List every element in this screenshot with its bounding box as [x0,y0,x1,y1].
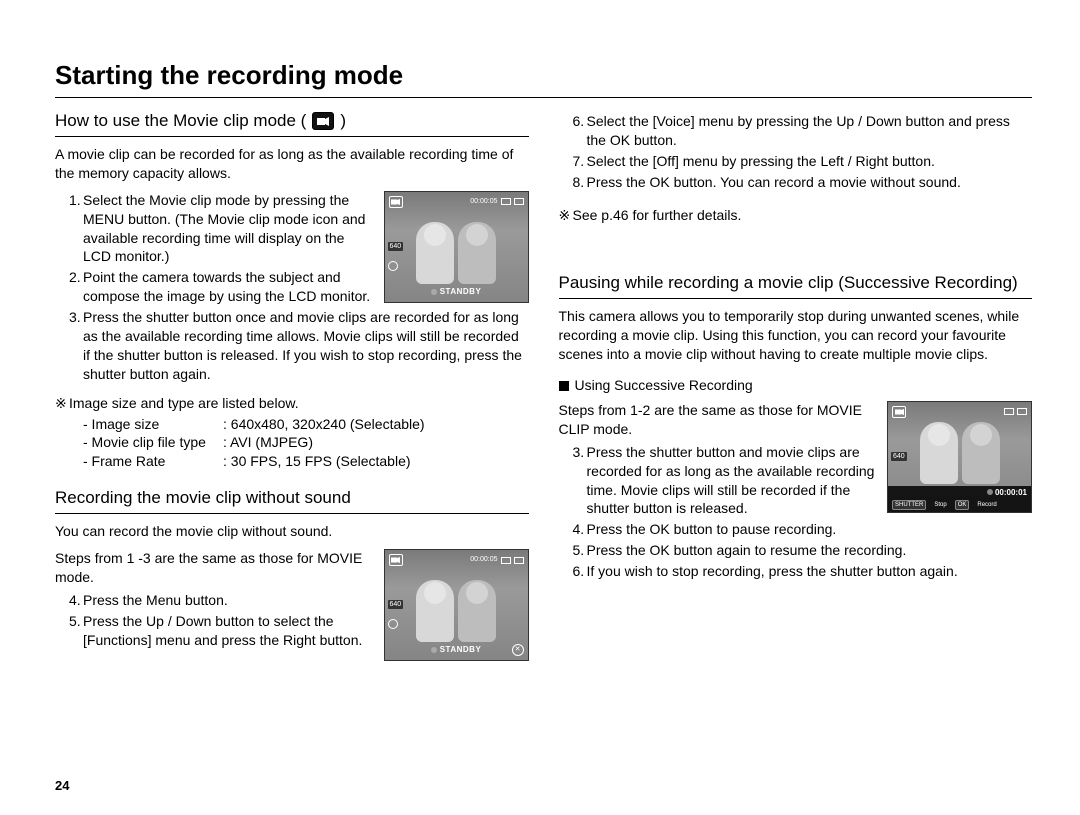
spec-list: - Image size: 640x480, 320x240 (Selectab… [55,415,529,472]
sec2-step4: 4.Press the Menu button. [69,591,529,610]
lcd2-time: 00:00:05 [470,555,497,564]
sec1-step2: 2.Point the camera towards the subject a… [69,268,529,306]
movie-mode-icon [312,112,334,130]
page-title: Starting the recording mode [55,60,1032,98]
left-column: How to use the Movie clip mode ( ) A mov… [55,108,529,665]
sec1-step1: 1.Select the Movie clip mode by pressing… [69,191,529,267]
sec1-intro: A movie clip can be recorded for as long… [55,145,529,183]
card-icon [501,557,511,564]
ref-marker: ※ [559,206,571,225]
cont-step7: 7.Select the [Off] menu by pressing the … [573,152,1033,171]
section-title-movie-clip: How to use the Movie clip mode ( ) [55,110,529,137]
sec3-step4: 4.Press the OK button to pause recording… [573,520,1033,539]
right-column: 6.Select the [Voice] menu by pressing th… [559,108,1033,665]
section-title-text-post: ) [340,110,346,133]
see-ref: ※See p.46 for further details. [559,206,1033,225]
sec1-note: ※Image size and type are listed below. [55,394,529,413]
lcd2-mode-icon [389,554,403,566]
cont-step6: 6.Select the [Voice] menu by pressing th… [573,112,1033,150]
sec2-intro: You can record the movie clip without so… [55,522,529,541]
sec3-step5: 5.Press the OK button again to resume th… [573,541,1033,560]
page-number: 24 [55,778,69,793]
cont-step8: 8.Press the OK button. You can record a … [573,173,1033,192]
sec3-step6: 6.If you wish to stop recording, press t… [573,562,1033,581]
battery-icon [514,557,524,564]
sec3-step3: 3.Press the shutter button and movie cli… [573,443,1033,519]
sec3-subheading: Using Successive Recording [559,376,1033,395]
sec1-step3: 3.Press the shutter button once and movi… [69,308,529,384]
note-marker: ※ [55,394,67,413]
bullet-square-icon [559,381,569,391]
section-title-pausing: Pausing while recording a movie clip (Su… [559,272,1033,299]
section-title-text-pre: How to use the Movie clip mode ( [55,110,306,133]
sec3-intro: This camera allows you to temporarily st… [559,307,1033,364]
section-title-no-sound: Recording the movie clip without sound [55,487,529,514]
sec2-step5: 5.Press the Up / Down button to select t… [69,612,529,650]
